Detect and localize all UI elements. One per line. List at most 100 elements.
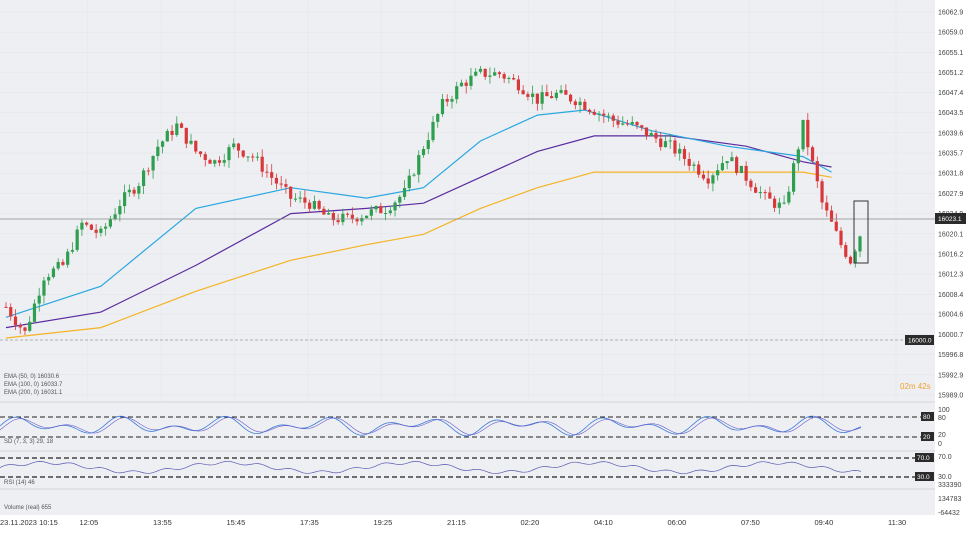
- candle-up: [141, 170, 146, 187]
- candle-down: [270, 172, 274, 178]
- candle-down: [697, 164, 701, 175]
- candle-down: [806, 119, 810, 148]
- candle-up: [360, 218, 364, 222]
- price-tick-label: 16043.5: [938, 110, 963, 117]
- price-tick-label: 16059.0: [938, 30, 963, 37]
- price-tick-label: 16012.3: [938, 272, 963, 279]
- stoch-tick-80: 80: [938, 415, 946, 422]
- candle-up: [327, 213, 331, 215]
- price-tick-label: 16000.7: [938, 332, 963, 339]
- current-price-badge: 16023.1: [938, 216, 962, 223]
- rsi-line: [0, 460, 862, 475]
- candle-down: [236, 143, 241, 151]
- level-badge-bg: [905, 335, 934, 345]
- bar-timer: 02m 42s: [900, 382, 931, 391]
- stoch-lower-badge-bg: [921, 432, 934, 441]
- candle-up: [730, 157, 734, 162]
- candle-up: [99, 228, 103, 233]
- candle-up: [80, 222, 84, 230]
- price-tick-label: 16004.6: [938, 312, 963, 319]
- price-tick-label: 15989.0: [938, 393, 963, 400]
- candle-up: [621, 123, 625, 125]
- time-tick-label: 09:40: [815, 518, 834, 527]
- ema50-line: [5, 109, 832, 318]
- time-tick-label: 19:25: [374, 518, 393, 527]
- candle-down: [701, 174, 706, 179]
- price-tick-label: 16016.2: [938, 252, 963, 259]
- legend-ema200: EMA (200, 0) 16031.1: [4, 390, 63, 396]
- candle-down: [834, 221, 838, 231]
- candle-up: [725, 161, 729, 164]
- candle-down: [754, 187, 758, 193]
- candle-down: [241, 150, 245, 157]
- time-tick-label: 21:15: [447, 518, 466, 527]
- candle-down: [521, 90, 525, 95]
- candle-up: [388, 210, 392, 214]
- candle-up: [383, 213, 388, 215]
- candle-up: [293, 198, 298, 200]
- candle-down: [687, 158, 691, 166]
- candle-down: [61, 261, 65, 265]
- candle-down: [602, 113, 606, 116]
- candle-up: [32, 303, 37, 322]
- candle-down: [18, 325, 22, 328]
- candle-up: [104, 226, 108, 229]
- candle-up: [246, 156, 250, 158]
- price-tick-label: 16047.4: [938, 90, 963, 97]
- candle-up: [66, 251, 70, 265]
- candle-down: [184, 127, 188, 144]
- candle-up: [663, 141, 668, 148]
- price-tick-label: 16039.6: [938, 130, 963, 137]
- candle-down: [844, 245, 848, 257]
- stochastic-label: SD (7, 3, 3) 29, 18: [4, 439, 54, 445]
- candle-up: [493, 72, 497, 76]
- candle-down: [346, 213, 350, 215]
- candle-down: [146, 170, 150, 172]
- price-tick-label: 16031.8: [938, 171, 963, 178]
- candle-down: [4, 306, 8, 308]
- candle-up: [364, 215, 369, 219]
- candle-down: [85, 222, 89, 225]
- candle-down: [659, 138, 663, 148]
- time-tick-label: 02:20: [521, 518, 540, 527]
- current-price-badge-bg: [935, 213, 966, 224]
- candle-up: [426, 140, 430, 150]
- candle-up: [531, 93, 535, 97]
- candle-down: [9, 307, 13, 317]
- price-tick-label: 15992.9: [938, 372, 963, 379]
- candle-down: [274, 177, 279, 184]
- candle-down: [265, 171, 269, 173]
- candle-down: [251, 156, 255, 158]
- price-tick-label: 16020.1: [938, 231, 963, 238]
- candle-down: [279, 183, 283, 185]
- candle-down: [179, 123, 184, 128]
- candle-up: [398, 196, 402, 203]
- candle-up: [402, 188, 407, 197]
- stoch-tick-100: 100: [938, 407, 950, 414]
- candle-up: [488, 75, 492, 77]
- candle-up: [578, 101, 582, 106]
- candle-down: [516, 79, 520, 91]
- candle-down: [735, 157, 739, 173]
- candle-down: [644, 127, 649, 136]
- candle-up: [151, 156, 155, 171]
- candle-down: [170, 130, 174, 135]
- candle-down: [592, 111, 596, 115]
- candle-down: [763, 192, 767, 194]
- price-tick-label: 16055.1: [938, 50, 963, 57]
- candle-up: [758, 192, 762, 194]
- candle-down: [635, 122, 639, 126]
- time-tick-label: 23.11.2023 10:15: [0, 518, 58, 527]
- candle-up: [469, 75, 473, 86]
- price-tick-label: 16062.9: [938, 10, 963, 17]
- candle-down: [350, 214, 354, 219]
- candle-up: [189, 140, 193, 144]
- candle-down: [611, 115, 615, 121]
- candle-down: [815, 161, 819, 182]
- candle-up: [431, 121, 435, 141]
- candle-up: [51, 268, 56, 278]
- candle-up: [232, 143, 236, 148]
- candle-down: [355, 218, 359, 222]
- candle-down: [573, 101, 577, 106]
